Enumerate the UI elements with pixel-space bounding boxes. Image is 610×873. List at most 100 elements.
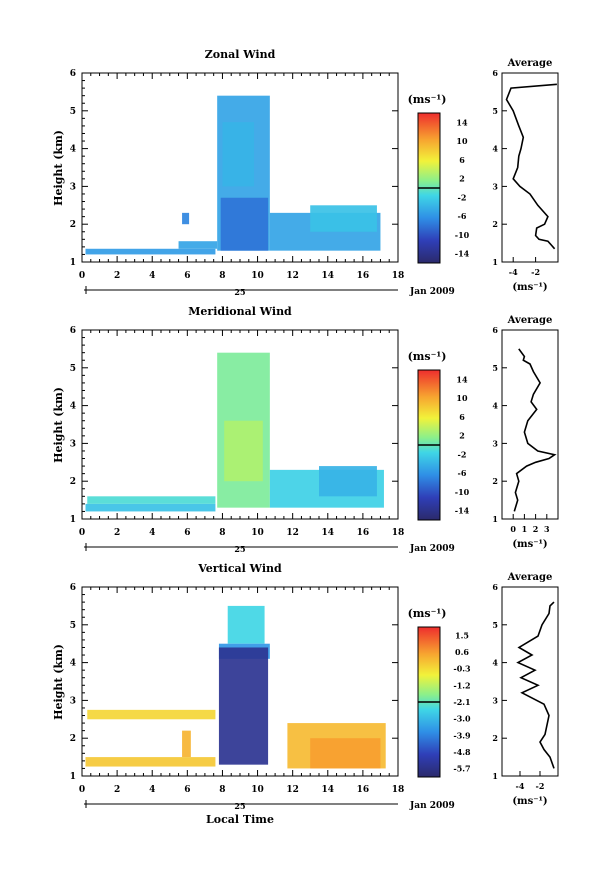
y-tick-label: 4 <box>70 659 76 669</box>
x-tick-label: 8 <box>219 271 225 281</box>
x-tick-label: 8 <box>219 528 225 538</box>
average-y-tick-label: 3 <box>492 695 498 705</box>
colorbar-unit-label: (ms⁻¹) <box>408 607 447 620</box>
y-tick-label: 6 <box>70 583 76 593</box>
panel-title: Vertical Wind <box>197 562 282 575</box>
colorbar-tick-label: 6 <box>459 155 465 165</box>
x-tick-label: 6 <box>184 528 190 538</box>
colorbar-tick-label: -10 <box>455 487 470 497</box>
average-unit-label: (ms⁻¹) <box>512 796 547 807</box>
colorbar-tick-label: -3.9 <box>453 730 471 740</box>
colorbar-tick-label: 0.6 <box>455 647 469 657</box>
average-y-tick-label: 5 <box>492 620 498 630</box>
x-tick-label: 10 <box>251 785 264 795</box>
average-profile-line <box>505 83 557 250</box>
y-tick-label: 1 <box>70 772 76 782</box>
colorbar-tick-label: 6 <box>459 412 465 422</box>
heatmap-cell <box>87 709 216 720</box>
heatmap-cell <box>182 730 191 758</box>
heatmap-cell <box>182 212 190 225</box>
y-tick-label: 1 <box>70 515 76 525</box>
panel-zonal: Zonal Wind Height (km) 0 2 4 6 8 10 12 14 16 18 1… <box>52 48 559 297</box>
colorbar-tick-label: -2 <box>458 192 467 202</box>
x-axis-label: Local Time <box>206 813 274 826</box>
average-y-tick-label: 4 <box>492 658 498 668</box>
heatmap-regions <box>85 95 381 255</box>
date-label: Jan 2009 <box>409 801 455 811</box>
average-y-tick-label: 2 <box>492 733 498 743</box>
colorbar-tick-label: -14 <box>455 249 470 259</box>
date-marker: 25 <box>234 544 245 554</box>
y-tick-label: 4 <box>70 402 76 412</box>
x-tick-label: 2 <box>114 785 120 795</box>
heatmap-regions <box>85 352 384 512</box>
colorbar-unit-label: (ms⁻¹) <box>408 350 447 363</box>
colorbar-tick-label: 2 <box>459 174 465 184</box>
date-axis: 25 Jan 2009 <box>84 286 455 297</box>
x-tick-label: 18 <box>392 528 405 538</box>
y-tick-label: 5 <box>70 364 76 374</box>
x-tick-label: 14 <box>322 785 335 795</box>
y-tick-label: 1 <box>70 258 76 268</box>
x-tick-label: 4 <box>149 271 155 281</box>
colorbar-tick-label: -2 <box>458 449 467 459</box>
heatmap-cell <box>85 503 216 512</box>
x-tick-label: 0 <box>79 528 85 538</box>
y-axis-label: Height (km) <box>52 387 65 463</box>
heatmap-cell <box>87 496 216 504</box>
colorbar-tick-label: 14 <box>456 117 468 127</box>
colorbar-tick-label: 10 <box>456 393 468 403</box>
y-tick-label: 6 <box>70 326 76 336</box>
x-tick-label: 14 <box>322 271 335 281</box>
average-unit-label: (ms⁻¹) <box>512 282 547 293</box>
colorbar-tick-label: -14 <box>455 506 470 516</box>
y-tick-label: 2 <box>70 734 76 744</box>
x-tick-label: 16 <box>357 785 370 795</box>
x-tick-label: 6 <box>184 271 190 281</box>
colorbar-tick-label: 10 <box>456 136 468 146</box>
date-axis: 25 Jan 2009 <box>84 800 455 811</box>
y-tick-label: 2 <box>70 477 76 487</box>
average-y-tick-label: 6 <box>492 68 498 78</box>
date-axis: 25 Jan 2009 <box>84 543 455 554</box>
average-y-tick-label: 2 <box>492 219 498 229</box>
average-y-tick-label: 3 <box>492 181 498 191</box>
x-tick-label: 6 <box>184 785 190 795</box>
average-frame <box>501 329 559 520</box>
x-tick-label: 0 <box>79 271 85 281</box>
y-ticks: 1 2 3 4 5 6 <box>70 583 398 782</box>
average-x-tick-label: -2 <box>531 267 540 277</box>
y-tick-label: 4 <box>70 145 76 155</box>
y-axis-label: Height (km) <box>52 130 65 206</box>
x-ticks: 0 2 4 6 8 10 12 14 16 18 <box>79 587 404 795</box>
average-y-tick-label: 1 <box>492 257 498 267</box>
colorbar-tick-label: 2 <box>459 431 465 441</box>
heatmap-cell <box>218 647 269 765</box>
average-x-tick-label: -4 <box>516 781 525 791</box>
heatmap-cell <box>178 241 218 249</box>
x-tick-label: 16 <box>357 528 370 538</box>
average-y-tick-label: 4 <box>492 401 498 411</box>
average-frame <box>501 586 559 777</box>
panel-meridional: Meridional Wind Height (km) 0 2 4 6 8 10 12 14 1… <box>52 305 559 554</box>
average-y-tick-label: 4 <box>492 144 498 154</box>
average-panel: Average 1 2 3 4 5 6 -4 -2 (ms⁻¹) <box>492 58 559 293</box>
average-y-tick-label: 1 <box>492 771 498 781</box>
colorbar-tick-label: 14 <box>456 374 468 384</box>
average-frame <box>501 72 559 263</box>
date-marker: 25 <box>234 801 245 811</box>
x-ticks: 0 2 4 6 8 10 12 14 16 18 <box>79 330 404 538</box>
colorbar-tick-label: -5.7 <box>453 764 470 774</box>
x-tick-label: 16 <box>357 271 370 281</box>
x-tick-label: 10 <box>251 528 264 538</box>
y-tick-label: 5 <box>70 621 76 631</box>
average-x-tick-label: 0 <box>510 524 516 534</box>
average-x-tick-label: 1 <box>522 524 528 534</box>
panel-title: Zonal Wind <box>205 48 276 61</box>
average-x-tick-label: 3 <box>544 524 550 534</box>
average-y-tick-label: 5 <box>492 106 498 116</box>
x-tick-label: 4 <box>149 785 155 795</box>
x-tick-label: 18 <box>392 271 405 281</box>
y-tick-label: 3 <box>70 439 76 449</box>
x-tick-label: 10 <box>251 271 264 281</box>
